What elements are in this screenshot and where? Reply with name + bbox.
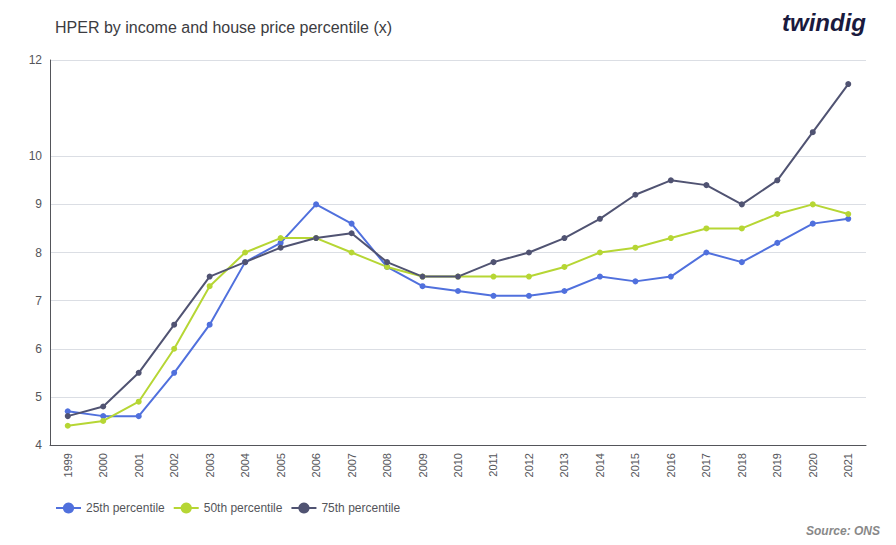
svg-text:8: 8 [35, 246, 42, 260]
svg-text:75th percentile: 75th percentile [321, 501, 400, 515]
svg-text:10: 10 [29, 149, 43, 163]
svg-text:2007: 2007 [346, 453, 358, 477]
svg-text:2008: 2008 [381, 453, 393, 477]
svg-text:2013: 2013 [558, 453, 570, 477]
svg-text:12: 12 [29, 53, 43, 67]
svg-text:4: 4 [35, 438, 42, 452]
svg-text:2002: 2002 [168, 453, 180, 477]
svg-text:2006: 2006 [310, 453, 322, 477]
svg-text:twindig: twindig [782, 9, 866, 36]
svg-text:7: 7 [35, 294, 42, 308]
svg-text:2020: 2020 [807, 453, 819, 477]
svg-text:2021: 2021 [842, 453, 854, 477]
svg-text:2019: 2019 [771, 453, 783, 477]
svg-text:2005: 2005 [275, 453, 287, 477]
svg-text:2011: 2011 [487, 453, 499, 477]
svg-text:2004: 2004 [239, 453, 251, 477]
svg-text:2015: 2015 [629, 453, 641, 477]
svg-text:2009: 2009 [417, 453, 429, 477]
svg-text:9: 9 [35, 197, 42, 211]
svg-text:2014: 2014 [594, 453, 606, 477]
svg-text:50th percentile: 50th percentile [204, 501, 283, 515]
svg-text:25th percentile: 25th percentile [86, 501, 165, 515]
svg-text:2003: 2003 [204, 453, 216, 477]
svg-text:HPER by income and house price: HPER by income and house price percentil… [55, 19, 392, 36]
svg-text:2017: 2017 [700, 453, 712, 477]
svg-text:2018: 2018 [736, 453, 748, 477]
svg-text:Source: ONS: Source: ONS [806, 524, 880, 538]
svg-text:2010: 2010 [452, 453, 464, 477]
svg-text:2016: 2016 [665, 453, 677, 477]
svg-text:6: 6 [35, 342, 42, 356]
svg-text:2012: 2012 [523, 453, 535, 477]
svg-text:2001: 2001 [133, 453, 145, 477]
svg-text:1999: 1999 [62, 453, 74, 477]
svg-text:2000: 2000 [97, 453, 109, 477]
svg-text:5: 5 [35, 390, 42, 404]
